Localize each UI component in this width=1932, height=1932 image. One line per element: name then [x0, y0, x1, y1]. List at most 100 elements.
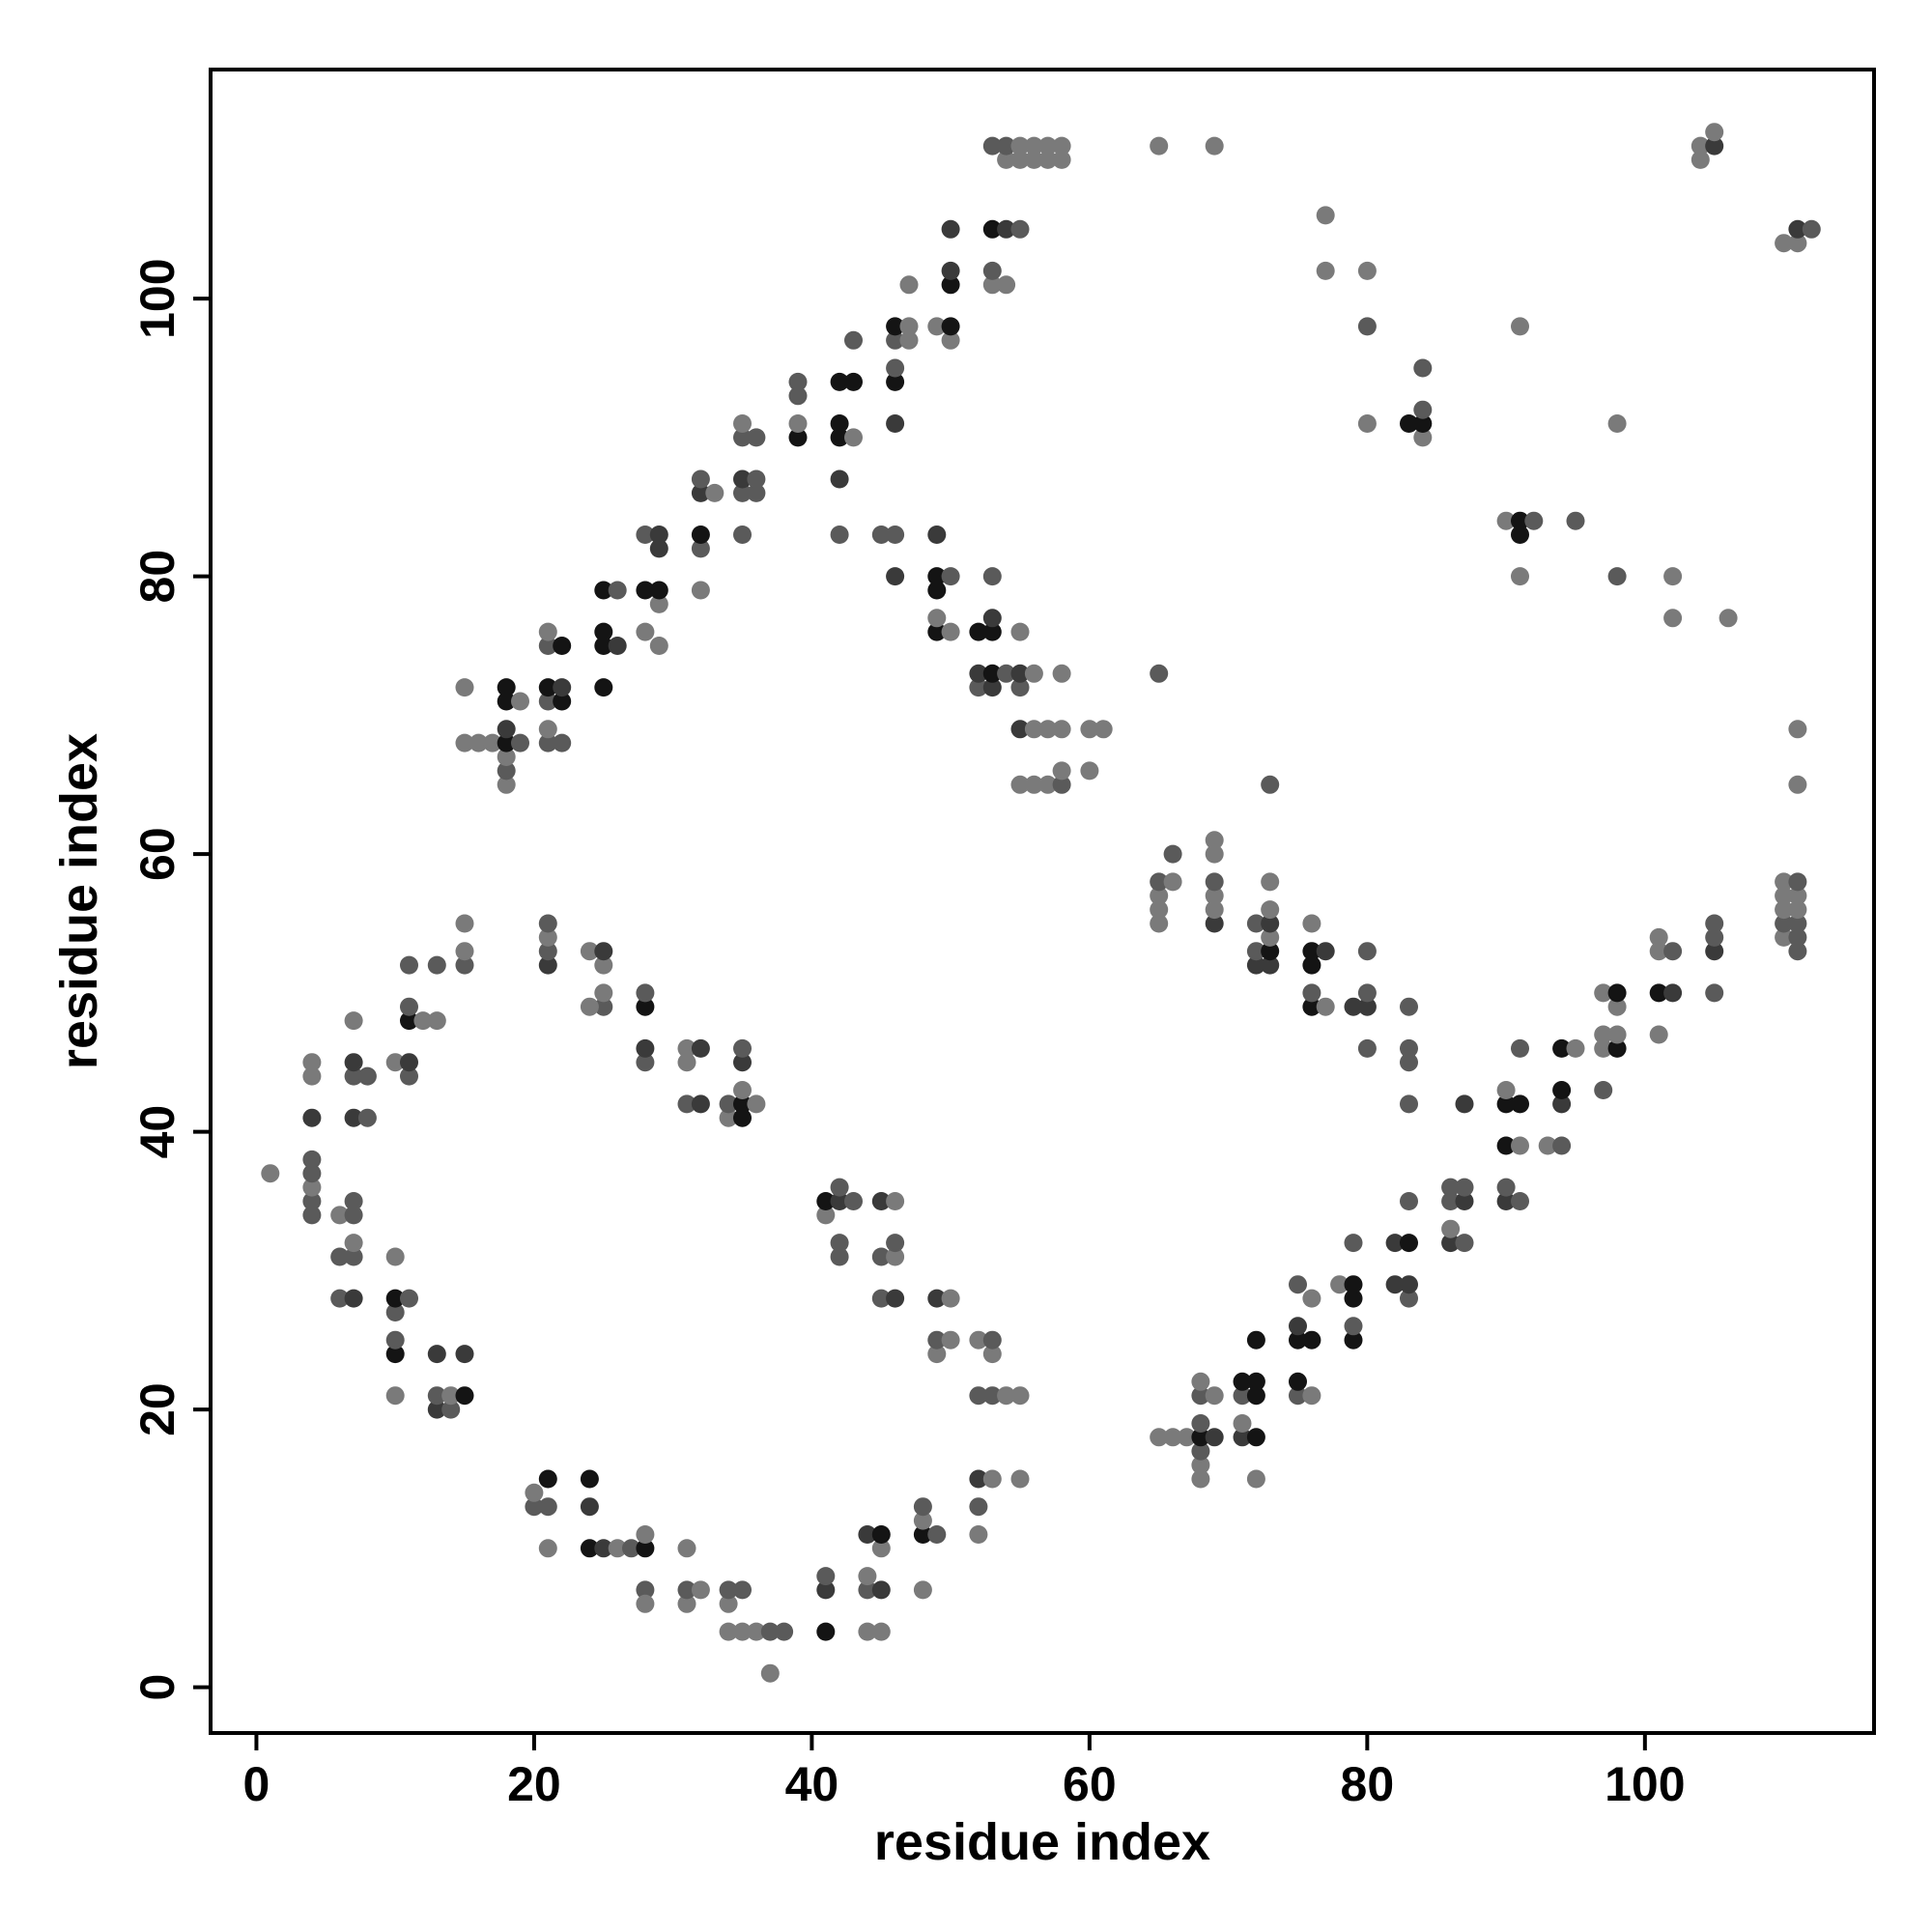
data-point: [760, 1663, 780, 1683]
data-point: [733, 1108, 752, 1127]
data-point: [1024, 775, 1043, 794]
data-point: [788, 372, 808, 391]
data-point: [511, 692, 529, 711]
data-point: [385, 1247, 405, 1266]
data-point: [1511, 526, 1529, 544]
data-point: [982, 1330, 1002, 1350]
data-point: [871, 1247, 891, 1266]
data-point: [455, 914, 474, 933]
data-point: [830, 414, 849, 433]
data-point: [1413, 414, 1433, 433]
data-point: [871, 526, 891, 544]
data-point: [344, 1192, 363, 1210]
data-point: [1010, 219, 1030, 239]
data-point: [927, 317, 947, 336]
data-point: [455, 955, 474, 975]
data-point: [1552, 1081, 1572, 1099]
data-point: [899, 317, 919, 336]
data-point: [1705, 136, 1724, 156]
data-point: [1357, 942, 1377, 961]
data-point: [594, 622, 613, 641]
data-point: [330, 1247, 350, 1266]
data-point: [302, 1206, 322, 1225]
data-point: [302, 1178, 322, 1197]
data-point: [636, 1539, 655, 1558]
data-point: [913, 1580, 932, 1600]
data-point: [1150, 886, 1169, 905]
data-point: [982, 609, 1002, 628]
data-point: [1205, 1428, 1224, 1447]
data-point: [649, 539, 668, 558]
data-point: [677, 1038, 696, 1058]
data-point: [982, 622, 1002, 641]
data-point: [636, 1525, 655, 1544]
data-point: [497, 692, 516, 711]
data-point: [594, 678, 613, 697]
data-point: [1705, 123, 1724, 142]
data-point: [1330, 1275, 1350, 1294]
data-point: [1302, 997, 1321, 1016]
data-point: [344, 1234, 363, 1253]
data-point: [608, 581, 627, 600]
data-point: [1594, 1038, 1613, 1058]
data-point: [1663, 942, 1683, 961]
data-point: [427, 1011, 446, 1031]
data-point: [538, 927, 557, 947]
data-point: [982, 1386, 1002, 1406]
data-point: [886, 330, 905, 350]
data-point: [747, 469, 766, 489]
data-point: [1261, 872, 1280, 892]
data-point: [441, 1386, 461, 1406]
data-point: [1511, 1136, 1529, 1155]
data-point: [1150, 900, 1169, 920]
data-point: [538, 942, 557, 961]
data-point: [997, 136, 1016, 156]
data-point: [677, 1053, 696, 1072]
data-point: [1205, 1386, 1224, 1406]
points-layer: [261, 123, 1821, 1683]
data-point: [760, 1622, 780, 1641]
data-point: [427, 1386, 446, 1406]
data-point: [969, 1497, 988, 1517]
data-point: [636, 622, 655, 641]
data-point: [553, 678, 572, 697]
data-point: [1441, 1178, 1461, 1197]
data-point: [1052, 664, 1071, 683]
data-point: [330, 1206, 350, 1225]
data-point: [580, 942, 599, 961]
data-point: [594, 942, 613, 961]
data-point: [1788, 942, 1807, 961]
data-point: [344, 1011, 363, 1031]
data-point: [636, 1594, 655, 1613]
data-point: [691, 1580, 710, 1600]
data-point: [886, 567, 905, 586]
data-point: [1788, 900, 1807, 920]
data-point: [385, 1289, 405, 1308]
data-point: [1496, 1178, 1516, 1197]
data-point: [982, 261, 1002, 280]
data-point: [1441, 1219, 1461, 1238]
data-point: [1150, 914, 1169, 933]
data-point: [1261, 942, 1280, 961]
data-point: [1607, 1025, 1627, 1044]
data-point: [1496, 1192, 1516, 1210]
data-point: [1010, 622, 1030, 641]
data-point: [997, 664, 1016, 683]
data-point: [788, 428, 808, 447]
data-point: [1663, 567, 1683, 586]
data-point: [302, 1164, 322, 1183]
data-point: [775, 1622, 794, 1641]
data-point: [1607, 983, 1627, 1003]
data-point: [594, 955, 613, 975]
data-point: [871, 1525, 891, 1544]
data-point: [1150, 872, 1169, 892]
data-point: [1052, 136, 1071, 156]
data-point: [538, 1469, 557, 1489]
data-point: [899, 275, 919, 295]
data-point: [913, 1511, 932, 1530]
data-point: [1010, 678, 1030, 697]
data-point: [1205, 136, 1224, 156]
data-point: [1233, 1386, 1252, 1406]
data-point: [636, 1580, 655, 1600]
data-point: [1538, 1136, 1557, 1155]
